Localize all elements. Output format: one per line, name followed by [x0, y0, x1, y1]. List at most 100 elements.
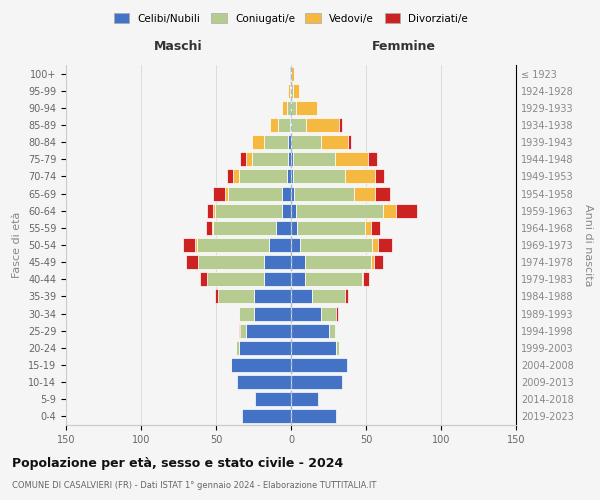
Bar [383, 204, 396, 218]
Y-axis label: Anni di nascita: Anni di nascita [583, 204, 593, 286]
Bar [291, 84, 293, 98]
Text: COMUNE DI CASALVIERI (FR) - Dati ISTAT 1° gennaio 2024 - Elaborazione TUTTITALIA: COMUNE DI CASALVIERI (FR) - Dati ISTAT 1… [12, 481, 376, 490]
Bar [291, 101, 296, 115]
Bar [270, 118, 277, 132]
Bar [329, 324, 335, 338]
Bar [290, 84, 291, 98]
Bar [293, 170, 345, 183]
Bar [264, 135, 288, 149]
Bar [297, 221, 365, 235]
Bar [335, 152, 367, 166]
Bar [291, 341, 336, 355]
Bar [291, 186, 294, 200]
Bar [293, 84, 299, 98]
Bar [229, 358, 231, 372]
Bar [241, 410, 291, 424]
Bar [195, 238, 197, 252]
Bar [293, 152, 335, 166]
Bar [371, 221, 380, 235]
Bar [225, 186, 228, 200]
Bar [291, 170, 293, 183]
Bar [240, 152, 246, 166]
Text: Femmine: Femmine [371, 40, 436, 53]
Legend: Celibi/Nubili, Coniugati/e, Vedovi/e, Divorziati/e: Celibi/Nubili, Coniugati/e, Vedovi/e, Di… [110, 9, 472, 28]
Bar [291, 272, 305, 286]
Bar [305, 272, 361, 286]
Bar [367, 152, 377, 166]
Bar [291, 375, 342, 389]
Bar [246, 152, 252, 166]
Bar [291, 118, 306, 132]
Bar [207, 272, 264, 286]
Bar [291, 152, 293, 166]
Bar [345, 290, 348, 304]
Bar [291, 255, 305, 269]
Bar [294, 186, 354, 200]
Bar [215, 290, 218, 304]
Bar [276, 221, 291, 235]
Bar [197, 238, 269, 252]
Bar [254, 290, 291, 304]
Bar [378, 238, 392, 252]
Bar [291, 135, 321, 149]
Bar [207, 204, 213, 218]
Bar [212, 221, 213, 235]
Bar [336, 341, 339, 355]
Bar [227, 170, 233, 183]
Bar [254, 306, 291, 320]
Bar [288, 152, 291, 166]
Bar [291, 324, 329, 338]
Bar [305, 255, 371, 269]
Bar [290, 66, 291, 80]
Bar [255, 392, 291, 406]
Bar [291, 204, 296, 218]
Bar [252, 135, 264, 149]
Bar [371, 255, 373, 269]
Bar [239, 306, 254, 320]
Bar [373, 255, 383, 269]
Bar [290, 118, 291, 132]
Bar [231, 358, 291, 372]
Text: Maschi: Maschi [154, 40, 203, 53]
Bar [300, 238, 372, 252]
Bar [321, 306, 336, 320]
Bar [288, 135, 291, 149]
Bar [372, 238, 378, 252]
Bar [363, 272, 369, 286]
Bar [296, 204, 383, 218]
Bar [291, 238, 300, 252]
Bar [246, 324, 291, 338]
Bar [198, 255, 264, 269]
Bar [375, 186, 390, 200]
Bar [291, 221, 297, 235]
Bar [312, 290, 345, 304]
Bar [321, 135, 348, 149]
Bar [269, 238, 291, 252]
Bar [237, 375, 291, 389]
Bar [291, 290, 312, 304]
Bar [287, 170, 291, 183]
Bar [239, 324, 240, 338]
Bar [336, 306, 337, 320]
Bar [282, 186, 291, 200]
Bar [282, 204, 291, 218]
Bar [240, 324, 246, 338]
Bar [291, 66, 294, 80]
Bar [199, 272, 207, 286]
Bar [339, 118, 342, 132]
Bar [218, 290, 254, 304]
Bar [354, 186, 375, 200]
Bar [291, 392, 318, 406]
Bar [277, 118, 290, 132]
Bar [239, 170, 287, 183]
Bar [264, 272, 291, 286]
Bar [396, 204, 417, 218]
Bar [252, 152, 288, 166]
Bar [233, 170, 239, 183]
Bar [361, 272, 363, 286]
Bar [183, 238, 195, 252]
Bar [213, 221, 276, 235]
Y-axis label: Fasce di età: Fasce di età [13, 212, 22, 278]
Bar [213, 204, 215, 218]
Bar [306, 118, 339, 132]
